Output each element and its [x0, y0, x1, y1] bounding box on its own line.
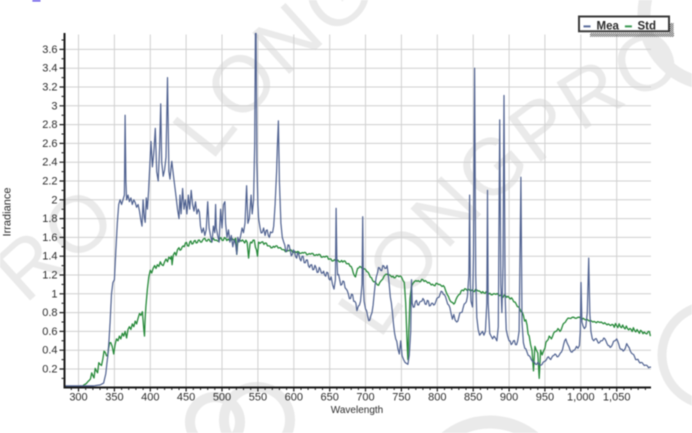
svg-text:850: 850 — [464, 392, 482, 404]
svg-text:550: 550 — [249, 392, 267, 404]
svg-text:700: 700 — [356, 392, 374, 404]
svg-text:1.2: 1.2 — [42, 270, 57, 282]
svg-text:2.2: 2.2 — [42, 176, 57, 188]
svg-text:2.4: 2.4 — [42, 157, 57, 169]
svg-text:450: 450 — [177, 392, 195, 404]
svg-text:0.2: 0.2 — [42, 364, 57, 376]
svg-text:900: 900 — [500, 392, 518, 404]
svg-text:1,000: 1,000 — [567, 392, 595, 404]
svg-text:2.8: 2.8 — [42, 119, 57, 131]
svg-text:3.4: 3.4 — [42, 63, 57, 75]
svg-text:1.4: 1.4 — [42, 251, 57, 263]
svg-text:0.6: 0.6 — [42, 326, 57, 338]
svg-text:Irradiance: Irradiance — [2, 188, 14, 237]
svg-text:500: 500 — [213, 392, 231, 404]
svg-text:950: 950 — [536, 392, 554, 404]
svg-text:2: 2 — [51, 194, 57, 206]
svg-text:1: 1 — [51, 288, 57, 300]
svg-text:2.6: 2.6 — [42, 138, 57, 150]
svg-text:800: 800 — [428, 392, 446, 404]
svg-text:750: 750 — [392, 392, 410, 404]
svg-text:650: 650 — [321, 392, 339, 404]
svg-text:1,050: 1,050 — [603, 392, 631, 404]
svg-text:600: 600 — [285, 392, 303, 404]
svg-text:Mea: Mea — [597, 20, 620, 32]
svg-text:0.4: 0.4 — [42, 345, 57, 357]
svg-text:300: 300 — [69, 392, 87, 404]
svg-text:400: 400 — [141, 392, 159, 404]
svg-text:3: 3 — [51, 100, 57, 112]
svg-text:3.2: 3.2 — [42, 82, 57, 94]
svg-text:Wavelength: Wavelength — [331, 405, 383, 416]
svg-text:0.8: 0.8 — [42, 307, 57, 319]
svg-text:1.8: 1.8 — [42, 213, 57, 225]
svg-text:3.6: 3.6 — [42, 44, 57, 56]
svg-text:1.6: 1.6 — [42, 232, 57, 244]
svg-text:Std: Std — [638, 20, 657, 32]
svg-text:350: 350 — [105, 392, 123, 404]
